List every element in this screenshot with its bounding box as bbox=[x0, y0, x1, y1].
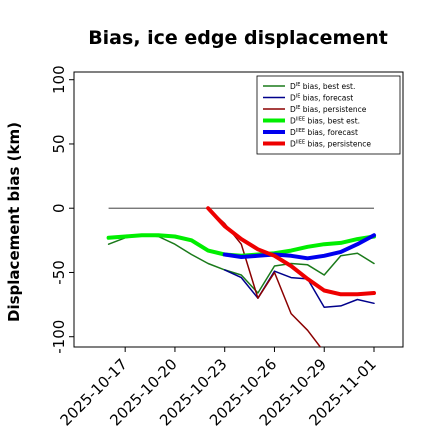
legend-label: DIIEE bias, forecast bbox=[290, 128, 358, 137]
series-line-2 bbox=[223, 269, 375, 308]
y-tick-label: -100 bbox=[50, 320, 68, 354]
legend-label: DIE bias, forecast bbox=[290, 94, 353, 103]
series-line-6 bbox=[206, 206, 376, 297]
y-tick-label: 100 bbox=[50, 65, 68, 94]
legend-label: DIIEE bias, best est. bbox=[290, 117, 360, 126]
plot-frame bbox=[73, 71, 404, 348]
legend-label: DIE bias, persistence bbox=[290, 105, 367, 114]
legend-label: DIE bias, best est. bbox=[290, 82, 355, 91]
series-line-5 bbox=[222, 233, 376, 261]
legend-box bbox=[256, 75, 401, 155]
chart-title: Bias, ice edge displacement bbox=[88, 27, 388, 49]
y-tick-label: -50 bbox=[50, 260, 68, 285]
y-tick-label: 0 bbox=[50, 203, 68, 213]
y-tick-label: 50 bbox=[50, 134, 68, 153]
legend-label: DIIEE bias, persistence bbox=[290, 140, 371, 149]
y-axis-label: Displacement bias (km) bbox=[5, 122, 23, 322]
legend: DIE bias, best est. DIE bias, forecast DIE… bbox=[256, 75, 401, 155]
